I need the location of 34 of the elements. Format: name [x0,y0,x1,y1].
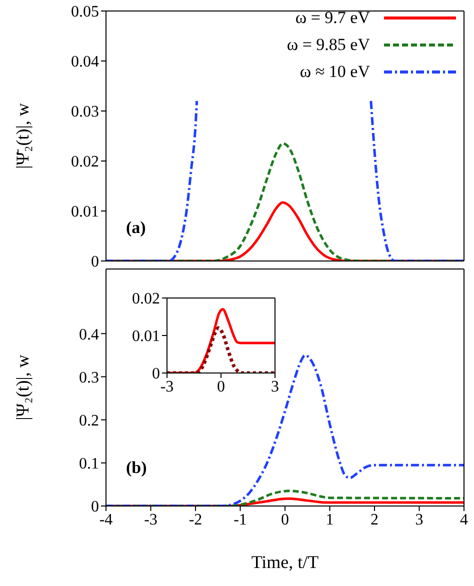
x-tick-label: 0 [217,378,225,396]
y-tick-label: 0.02 [71,154,99,171]
y-tick-label: 0.04 [71,54,99,71]
y-tick-label: 0 [152,366,160,383]
x-tick-label: -4 [99,511,113,528]
x-tick-label: 1 [326,511,334,528]
x-tick-label: 0 [281,511,289,528]
y-tick-label: 0.4 [79,326,99,344]
legend-label: ω ≈ 10 eV [300,61,370,83]
y-tick-label: 0.01 [71,204,99,221]
x-axis-title: Time, t/T [251,552,319,572]
annotation: (b) [126,458,147,478]
x-tick-label: 4 [460,511,468,528]
y-tick-label: 0.3 [79,369,99,386]
y-tick-label: 0.1 [79,456,99,473]
y-tick-label: 0.02 [132,290,160,308]
x-tick-label: -2 [188,511,202,528]
annotation: (a) [126,218,146,238]
y-tick-label: 0 [91,254,99,271]
x-tick-label: 3 [271,378,279,396]
x-tick-label: -1 [234,511,247,528]
x-tick-label: 3 [415,511,424,528]
y-axis-title: |Ψ₂(t)|, w [12,354,32,420]
y-axis-title: |Ψ̄₂(t)|, w [12,103,32,169]
y-tick-label: 0.2 [79,412,99,430]
x-tick-label: 2 [370,511,378,528]
y-tick-label: 0 [91,498,99,516]
y-tick-label: 0.01 [132,328,160,346]
x-tick-label: -3 [160,378,174,396]
x-tick-label: -3 [144,511,158,528]
y-tick-label: 0.03 [71,104,99,121]
legend-label: ω = 9.7 eV [295,7,370,29]
legend-label: ω = 9.85 eV [286,34,370,56]
y-tick-label: 0.05 [71,4,99,21]
